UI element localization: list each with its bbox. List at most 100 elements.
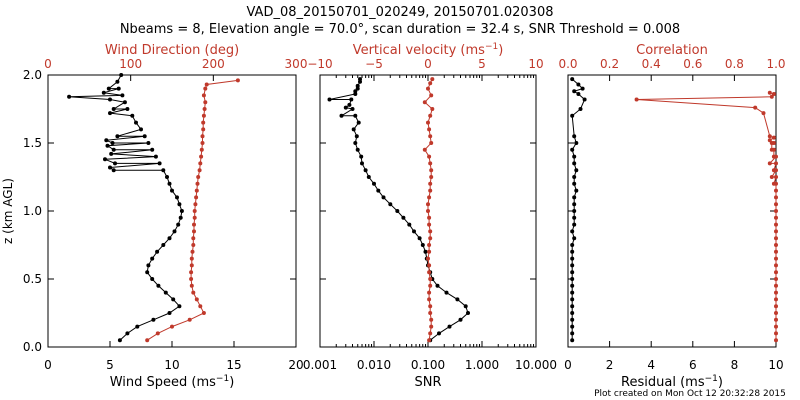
panel-2-series-red-point: [429, 141, 434, 145]
panel-1-series-black-point: [171, 297, 176, 302]
panel-1-series-red-point: [197, 168, 202, 173]
panel-3-series-red-point: [761, 111, 766, 116]
panel-2-series-black-point: [417, 236, 422, 241]
panel-2-series-red-point: [429, 168, 434, 173]
panel-3-series-red-point: [774, 209, 778, 213]
panel-3-series-black-point: [570, 277, 575, 281]
panel-3-series-red-point: [634, 97, 639, 102]
panel-1-series-black-point: [125, 331, 130, 336]
panel-1-series-red-point: [187, 317, 192, 322]
panel-1-series-red-point: [189, 270, 194, 275]
panel-2-series-red-point: [428, 304, 433, 309]
panel-3-series-red-point: [774, 290, 778, 295]
panel-1-series-red-point: [198, 304, 203, 309]
panel-1-series-black-point: [170, 188, 174, 193]
panel-1-series-red-point: [201, 127, 206, 132]
panel-2-series-red-point: [426, 86, 430, 91]
panel-2-bottom-tick-label: 10.000: [515, 358, 557, 372]
panel-2-series-red-point: [427, 270, 432, 275]
panel-3-series-red-point: [767, 134, 772, 139]
panel-3-series-red-point: [774, 263, 778, 268]
panel-3-top-tick-label: 0.8: [725, 57, 744, 71]
panel-1-series-red-point: [194, 188, 199, 193]
panel-1-series-red-point: [203, 100, 208, 105]
panel-2-series-red-point: [427, 195, 432, 200]
panel-2-series-red-point: [427, 222, 432, 227]
panel-3-series-black-point: [570, 113, 575, 118]
panel-3-series-black-point: [570, 229, 575, 234]
panel-3-bottom-axis-label: Residual (ms−1): [621, 374, 723, 390]
panel-3-series-black-point: [570, 249, 575, 254]
panel-3-series-red-point: [771, 154, 776, 159]
panel-1-series-black-point: [125, 107, 130, 111]
panel-3-series-black-point: [574, 168, 579, 173]
panel-2-bottom-tick-label: 0.010: [357, 358, 391, 372]
panel-2-series-black-point: [349, 97, 354, 102]
panel-3-series-red-point: [774, 202, 778, 207]
panel-3-series-red-point: [774, 243, 778, 247]
panel-2-series-red-point: [430, 107, 435, 111]
panel-3-top-tick-label: 0.2: [600, 57, 619, 71]
panel-1-series-red-point: [189, 283, 194, 288]
panel-3-top-tick-label: 1.0: [766, 57, 785, 71]
panel-2-series-red-point: [428, 113, 433, 118]
panel-1-series-black-point: [101, 90, 106, 95]
panel-2-series-black-point: [466, 311, 470, 315]
panel-2-top-tick-label: 0: [424, 57, 432, 71]
panel-3-top-axis-label: Correlation: [636, 43, 708, 58]
panel-3-series-red-point: [774, 297, 778, 302]
panel-1-series-red-point: [235, 78, 240, 83]
panel-1-bottom-axis-label: Wind Speed (ms−1): [110, 374, 235, 390]
panel-3-series-red-point: [771, 141, 776, 145]
panel-2-series-red-point: [427, 215, 432, 220]
panel-1-bottom-tick-label: 10: [164, 358, 179, 372]
panel-3-series-black-point: [572, 222, 577, 227]
panel-1-series-black-point: [116, 86, 121, 91]
panel-2-series-red-point: [428, 161, 433, 166]
panel-2-series-black-point: [372, 181, 376, 186]
panel-3-series-red-point: [771, 135, 776, 140]
panel-2-series-black-point: [354, 134, 359, 139]
panel-1-bottom-tick-label: 15: [226, 358, 241, 372]
panel-3-series-red-point: [774, 324, 778, 329]
panel-2-series-red-point: [428, 236, 433, 241]
panel-1-bottom-tick-label: 5: [106, 358, 114, 372]
panel-2-series-black-point: [458, 317, 463, 322]
panel-1-series-red-point: [195, 181, 200, 186]
chart-title: VAD_08_20150701_020249, 20150701.020308: [247, 5, 554, 20]
panel-1-series-black-point: [167, 181, 172, 186]
panel-3-series-black-point: [572, 209, 577, 213]
panel-2-series-black-point: [358, 77, 362, 82]
panel-3-bottom-tick-label: 2: [606, 358, 614, 372]
panel-2-series-black-point: [420, 243, 425, 247]
panel-3-series-red-point: [769, 147, 774, 152]
panel-1-series-red-point: [192, 209, 197, 213]
panel-2-series-red-point: [429, 317, 434, 322]
panel-2-top-axis-label: Vertical velocity (ms−1): [353, 42, 504, 58]
panel-2-series-red-point: [427, 297, 432, 302]
panel-2-series-red-point: [428, 181, 433, 186]
y-axis-label: z (km AGL): [1, 178, 15, 244]
panel-1-series-black-point: [122, 100, 127, 105]
panel-1-series-red-point: [170, 324, 174, 329]
panel-3-series-black-point: [582, 97, 587, 102]
panel-1-series-red-point: [200, 134, 205, 139]
panel-3-series-black-point: [570, 311, 575, 315]
panel-2-series-red-point: [427, 127, 432, 132]
panel-2-series-black-point: [355, 147, 360, 152]
panel-1-series-black-point: [109, 151, 114, 156]
panel-1-series-red-point: [155, 331, 160, 336]
panel-2-series-red-point: [428, 229, 433, 234]
panel-2-series-red-point: [422, 147, 427, 152]
panel-2-series-black-point: [355, 83, 360, 88]
panel-1-series-black-point: [113, 161, 117, 166]
panel-2-series-red-point: [426, 120, 430, 125]
panel-1-series-black-point: [151, 317, 156, 322]
panel-2-series-black-point: [437, 331, 441, 336]
panel-2-series-black-point: [327, 97, 332, 102]
panel-2-series-black-point: [347, 102, 352, 107]
panel-3-bottom-tick-label: 6: [689, 358, 697, 372]
panel-3-series-black-point: [574, 141, 579, 145]
panel-3-series-black-point: [570, 331, 575, 336]
panel-2-series-black-point: [353, 141, 358, 145]
